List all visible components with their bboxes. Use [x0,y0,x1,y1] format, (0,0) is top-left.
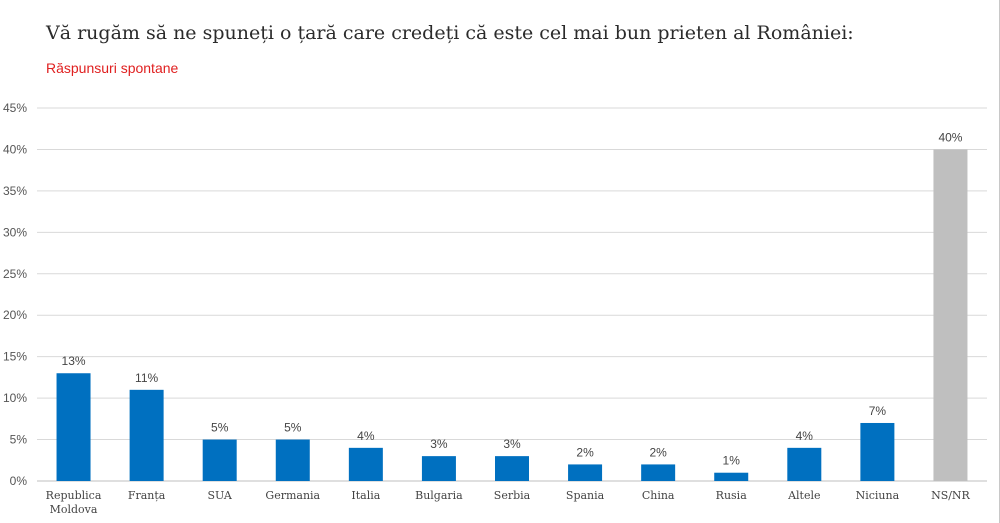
bar [56,373,91,481]
category-label: Spania [566,489,605,502]
y-tick-label: 15% [3,350,27,364]
chart-subtitle: Răspunsuri spontane [46,60,179,76]
category-label: Rusia [716,489,748,502]
bar [568,464,603,481]
bar-value-label: 4% [796,429,814,443]
bar [933,149,968,481]
y-tick-label: 45% [3,101,27,115]
bar [275,439,310,481]
bar-value-label: 4% [357,429,375,443]
category-label: Republica [46,489,102,502]
bar-value-label: 40% [938,130,962,144]
bar [787,447,822,481]
category-label: Altele [787,489,820,502]
category-label: SUA [207,489,232,502]
category-label: Franța [128,489,166,502]
bar [202,439,237,481]
category-label: Bulgaria [415,489,463,502]
bar [348,447,383,481]
bar [641,464,676,481]
bar-value-label: 2% [576,445,594,459]
category-label: Niciuna [856,489,900,502]
bar [860,422,895,481]
bar-value-label: 11% [135,371,158,385]
bar-value-label: 2% [649,445,667,459]
bar [495,456,529,481]
category-label: China [642,489,675,502]
y-tick-label: 5% [10,433,28,447]
y-tick-label: 25% [3,267,27,281]
chart-title: Vă rugăm să ne spuneți o țară care crede… [46,22,854,44]
bar-value-label: 7% [869,404,887,418]
y-tick-label: 10% [3,391,27,405]
category-label: Moldova [50,503,98,516]
bar-value-label: 5% [211,421,229,435]
category-label: NS/NR [931,489,970,502]
y-tick-label: 0% [10,474,28,488]
category-label: Germania [265,489,320,502]
y-tick-label: 35% [3,184,27,198]
bar-value-label: 13% [62,354,86,368]
category-label: Italia [351,489,380,502]
y-tick-label: 30% [3,225,27,239]
bar-value-label: 3% [503,437,521,451]
category-label: Serbia [494,489,531,502]
y-tick-label: 40% [3,142,27,156]
bar-value-label: 5% [284,421,302,435]
bar [129,389,164,481]
bar-value-label: 3% [430,437,448,451]
y-tick-label: 20% [3,308,27,322]
bar [714,472,749,481]
bar-value-label: 1% [723,454,741,468]
bar [421,456,456,481]
